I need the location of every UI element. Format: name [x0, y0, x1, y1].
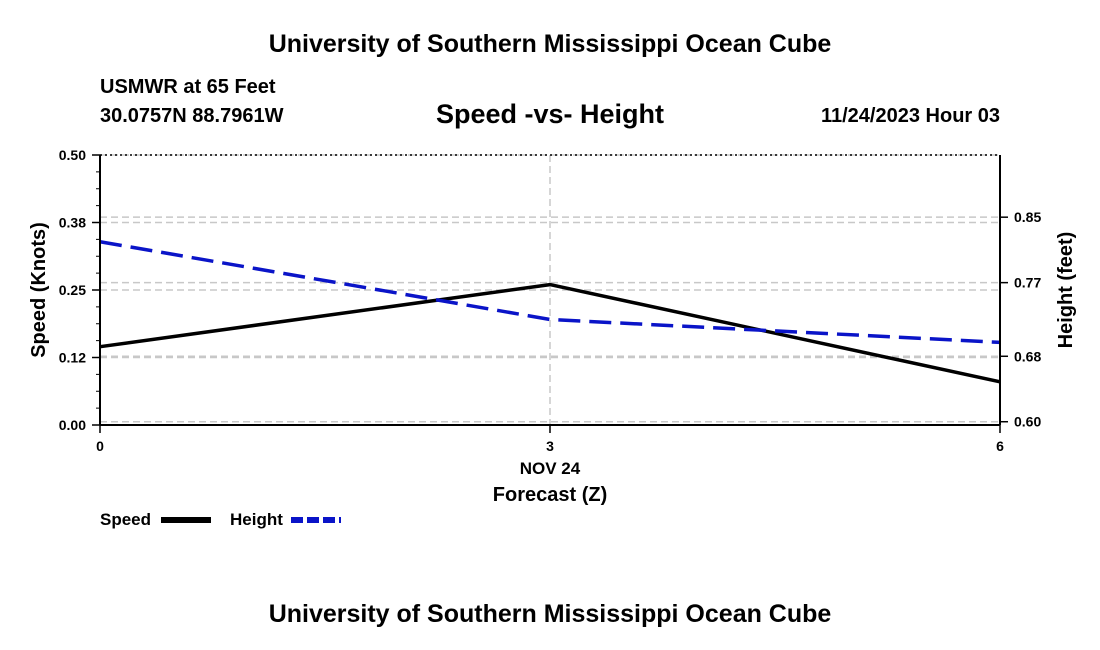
left-tick-label-4: 0.50 [59, 147, 86, 163]
chart-series [99, 240, 1001, 384]
legend-label-height: Height [230, 510, 283, 529]
right-tick-label-3: 0.85 [1014, 209, 1041, 225]
series-line-height [99, 240, 1001, 345]
series-line-speed [99, 282, 1001, 384]
x-tick-label-1: 3 [546, 438, 554, 454]
page-footer-title: University of Southern Mississippi Ocean… [268, 600, 832, 628]
right-tick-label-1: 0.68 [1014, 348, 1041, 364]
left-tick-label-2: 0.25 [59, 282, 86, 298]
legend-label-speed: Speed [100, 510, 151, 529]
x-tick-label-0: 0 [96, 438, 104, 454]
forecast-timestamp: 11/24/2023 Hour 03 [820, 105, 1000, 127]
left-tick-label-1: 0.12 [59, 350, 86, 366]
x-axis-label: Forecast (Z) [493, 484, 607, 506]
x-tick-label-2: 6 [996, 438, 1004, 454]
left-tick-label-0: 0.00 [59, 417, 86, 433]
x-axis-date-label: NOV 24 [520, 459, 581, 478]
station-name: USMWR at 65 Feet [100, 76, 276, 98]
chart-axes [92, 154, 1008, 433]
chart-legend: Speed Height [100, 510, 341, 529]
right-axis-label: Height (feet) [1055, 232, 1077, 349]
right-tick-label-0: 0.60 [1014, 414, 1041, 430]
chart-grid [100, 154, 1000, 426]
chart-title: Speed -vs- Height [435, 99, 665, 129]
left-axis-label: Speed (Knots) [28, 222, 50, 358]
speed-height-chart: 0.00 0.12 0.25 0.38 0.50 0.60 0.68 0.77 0.85 0 3 6 N… [28, 147, 1077, 529]
chart-labels: 0.00 0.12 0.25 0.38 0.50 0.60 0.68 0.77 0.85 0 3 6 N… [28, 147, 1077, 506]
station-coordinates: 30.0757N 88.7961W [100, 105, 284, 127]
right-tick-label-2: 0.77 [1014, 275, 1041, 291]
page-title: University of Southern Mississippi Ocean… [268, 30, 832, 58]
left-tick-label-3: 0.38 [59, 215, 86, 231]
